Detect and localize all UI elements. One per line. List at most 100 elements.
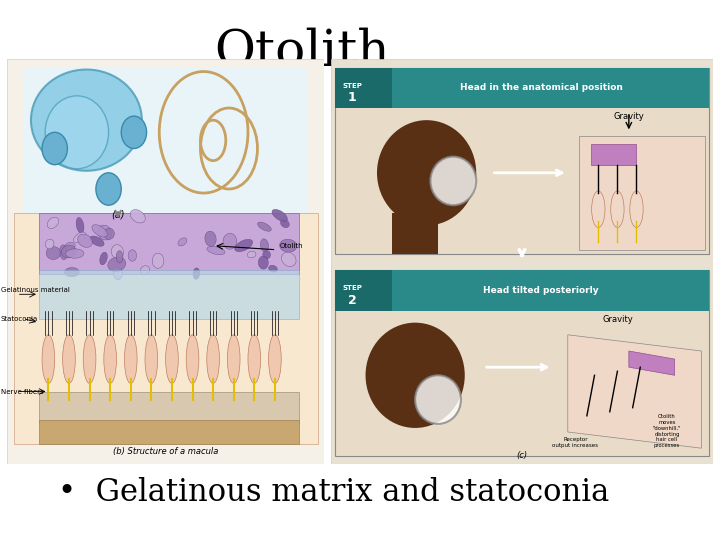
Text: (c): (c): [516, 451, 528, 460]
Text: 1: 1: [348, 91, 356, 104]
Text: Nerve fibers: Nerve fibers: [1, 388, 43, 395]
Ellipse shape: [66, 249, 84, 258]
Ellipse shape: [178, 238, 187, 246]
Ellipse shape: [48, 217, 58, 228]
Ellipse shape: [186, 335, 199, 383]
Ellipse shape: [76, 218, 84, 233]
Ellipse shape: [263, 251, 271, 259]
Ellipse shape: [98, 225, 112, 240]
Text: Statoconia: Statoconia: [1, 315, 38, 322]
FancyBboxPatch shape: [335, 68, 392, 108]
Ellipse shape: [90, 236, 104, 246]
Text: Otolith: Otolith: [215, 27, 390, 77]
Text: (a): (a): [112, 209, 125, 219]
Ellipse shape: [281, 219, 289, 228]
Ellipse shape: [223, 233, 237, 249]
Circle shape: [121, 116, 147, 148]
Ellipse shape: [42, 335, 55, 383]
Text: STEP: STEP: [342, 285, 362, 291]
FancyBboxPatch shape: [335, 270, 392, 310]
FancyBboxPatch shape: [335, 68, 709, 254]
Text: Otolith: Otolith: [279, 242, 303, 249]
FancyBboxPatch shape: [335, 270, 709, 456]
Ellipse shape: [125, 335, 137, 383]
Ellipse shape: [65, 242, 75, 250]
FancyBboxPatch shape: [39, 213, 299, 274]
Circle shape: [431, 157, 476, 205]
Ellipse shape: [261, 239, 269, 252]
Circle shape: [42, 132, 68, 165]
Ellipse shape: [145, 335, 158, 383]
Ellipse shape: [128, 250, 137, 261]
Circle shape: [96, 173, 121, 205]
Ellipse shape: [108, 257, 126, 272]
Ellipse shape: [92, 225, 107, 237]
Ellipse shape: [248, 335, 261, 383]
Text: STEP: STEP: [342, 83, 362, 89]
Ellipse shape: [630, 191, 643, 227]
Text: 2: 2: [348, 294, 356, 307]
Text: Gravity: Gravity: [602, 314, 633, 323]
Ellipse shape: [104, 228, 114, 239]
Polygon shape: [568, 335, 701, 448]
Ellipse shape: [152, 253, 164, 268]
Ellipse shape: [205, 231, 216, 246]
FancyBboxPatch shape: [39, 420, 299, 444]
Ellipse shape: [130, 210, 145, 223]
Ellipse shape: [272, 210, 287, 221]
FancyBboxPatch shape: [331, 59, 713, 464]
FancyBboxPatch shape: [39, 392, 299, 424]
Ellipse shape: [45, 96, 109, 168]
Ellipse shape: [45, 239, 54, 249]
FancyBboxPatch shape: [335, 68, 709, 108]
FancyBboxPatch shape: [39, 270, 299, 319]
FancyBboxPatch shape: [7, 59, 324, 464]
Ellipse shape: [592, 191, 605, 227]
FancyBboxPatch shape: [590, 144, 636, 165]
Ellipse shape: [140, 266, 150, 274]
Ellipse shape: [235, 239, 253, 252]
Ellipse shape: [611, 191, 624, 227]
Ellipse shape: [269, 335, 282, 383]
Ellipse shape: [116, 251, 123, 263]
Text: Head in the anatomical position: Head in the anatomical position: [459, 83, 623, 92]
Ellipse shape: [228, 335, 240, 383]
Text: Head tilted posteriorly: Head tilted posteriorly: [483, 286, 599, 295]
Ellipse shape: [100, 252, 107, 265]
Circle shape: [377, 120, 476, 226]
Ellipse shape: [65, 267, 79, 277]
Text: Otolith
moves
"downhill,"
distorting
hair cell
processes: Otolith moves "downhill," distorting hai…: [653, 414, 681, 448]
Ellipse shape: [279, 239, 297, 252]
Ellipse shape: [207, 335, 220, 383]
FancyBboxPatch shape: [14, 213, 318, 444]
Ellipse shape: [113, 267, 122, 280]
Ellipse shape: [258, 256, 269, 269]
Text: (b) Structure of a macula: (b) Structure of a macula: [113, 447, 218, 456]
FancyBboxPatch shape: [335, 270, 709, 310]
Circle shape: [366, 322, 465, 428]
Ellipse shape: [112, 245, 123, 259]
Ellipse shape: [46, 247, 60, 260]
Ellipse shape: [61, 245, 76, 258]
Circle shape: [415, 375, 461, 424]
Ellipse shape: [193, 268, 199, 279]
Text: Receptor
output increases: Receptor output increases: [552, 437, 598, 448]
Polygon shape: [629, 351, 675, 375]
Ellipse shape: [63, 335, 76, 383]
Ellipse shape: [166, 335, 179, 383]
Ellipse shape: [258, 222, 271, 231]
Ellipse shape: [31, 70, 142, 171]
Ellipse shape: [104, 335, 117, 383]
Ellipse shape: [247, 251, 256, 258]
Text: Gravity: Gravity: [613, 112, 644, 121]
FancyBboxPatch shape: [392, 213, 438, 254]
FancyBboxPatch shape: [23, 68, 308, 213]
Ellipse shape: [60, 245, 68, 260]
FancyBboxPatch shape: [579, 136, 705, 249]
Ellipse shape: [84, 335, 96, 383]
Text: Gelatinous material: Gelatinous material: [1, 287, 70, 293]
Ellipse shape: [207, 246, 225, 255]
Ellipse shape: [269, 265, 277, 272]
Ellipse shape: [282, 252, 296, 266]
Ellipse shape: [73, 232, 86, 242]
